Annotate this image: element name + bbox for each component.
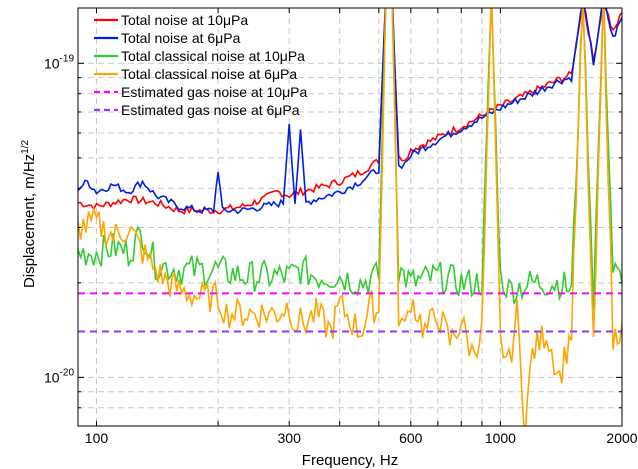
y-tick-exponent: -20: [60, 367, 75, 378]
y-tick-exponent: -19: [60, 53, 75, 64]
x-tick-label: 300: [278, 430, 302, 446]
series-layer: [78, 8, 622, 426]
legend-label: Estimated gas noise at 10μPa: [121, 84, 308, 100]
legend: Total noise at 10μPa Total noise at 6μPa T…: [94, 12, 308, 118]
legend-label: Total noise at 10μPa: [121, 12, 248, 28]
legend-label: Estimated gas noise at 6μPa: [121, 102, 300, 118]
y-tick-label: 10-20: [44, 367, 74, 385]
y-tick-base: 10: [44, 369, 60, 385]
x-tick-label: 100: [85, 430, 109, 446]
x-tick-label: 2000: [606, 430, 637, 446]
y-tick-base: 10: [44, 55, 60, 71]
y-axis-label-exponent: 1/2: [20, 140, 31, 154]
x-tick-label: 600: [399, 430, 423, 446]
series-line: [78, 8, 622, 215]
x-axis-label: Frequency, Hz: [302, 452, 398, 469]
series-line: [78, 8, 622, 310]
x-tick-label: 1000: [485, 430, 516, 446]
series-line: [78, 8, 622, 215]
grid-layer: [78, 8, 622, 426]
y-axis-label-text: Displacement, m/Hz: [21, 154, 38, 288]
y-axis-label: Displacement, m/Hz1/2: [20, 140, 38, 289]
legend-label: Total classical noise at 6μPa: [121, 66, 297, 82]
legend-label: Total noise at 6μPa: [121, 30, 241, 46]
plot-frame: [77, 7, 623, 427]
legend-label: Total classical noise at 10μPa: [121, 48, 305, 64]
y-tick-label: 10-19: [44, 53, 74, 71]
series-line: [78, 8, 622, 426]
